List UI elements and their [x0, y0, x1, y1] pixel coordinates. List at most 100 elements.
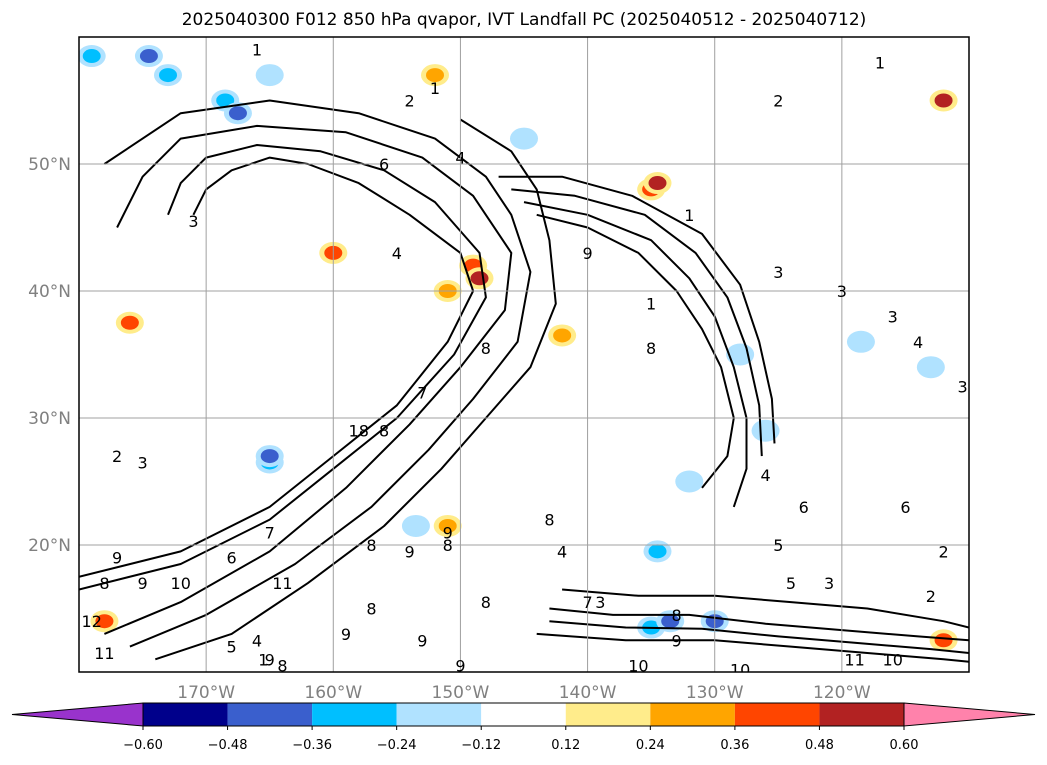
map-frame: [78, 36, 970, 673]
contour-label-36: 9: [112, 549, 122, 568]
contour-label-24: 4: [760, 466, 770, 485]
contour-label-5: 6: [379, 155, 389, 174]
colorbar-segment-2: [312, 703, 397, 726]
contour-label-12: 1: [646, 295, 656, 314]
contour-label-16: 8: [481, 339, 491, 358]
contour-label-20: 8: [379, 422, 389, 441]
shaded-region-22: [260, 449, 279, 464]
contour-line-7: [511, 188, 763, 457]
contour-label-43: 3: [824, 574, 834, 593]
contour-label-57: 11: [94, 644, 114, 663]
contour-label-26: 6: [900, 498, 910, 517]
shaded-region-23: [680, 474, 699, 489]
colorbar-tick-label: −0.24: [377, 738, 417, 753]
contour-label-9: 9: [582, 244, 592, 263]
shaded-region-28: [661, 614, 680, 629]
contour-label-2: 1: [430, 79, 440, 98]
contour-label-44: 2: [926, 587, 936, 606]
contour-label-13: 3: [837, 282, 847, 301]
contour-label-47: 8: [366, 600, 376, 619]
shaded-region-3: [228, 106, 247, 121]
colorbar-tick-label: 0.24: [636, 738, 665, 753]
shaded-region-4: [82, 49, 101, 64]
contour-label-14: 3: [888, 307, 898, 326]
contour-label-8: 4: [392, 244, 402, 263]
contour-label-3: 1: [875, 53, 885, 72]
colorbar-segment-4: [481, 703, 566, 726]
shaded-region-30: [95, 614, 114, 629]
shaded-region-6: [426, 68, 444, 83]
colorbar-segment-5: [565, 703, 651, 726]
contour-label-54: 4: [252, 631, 262, 650]
shaded-region-2: [216, 93, 235, 108]
shaded-region-18: [851, 334, 870, 349]
colorbar-extend-high: [903, 702, 1036, 727]
contour-label-60: 9: [455, 657, 465, 676]
contour-label-39: 9: [137, 574, 147, 593]
colorbar-tick-label: −0.36: [292, 738, 332, 753]
contour-label-29: 8: [366, 536, 376, 555]
contour-line-9: [549, 607, 969, 642]
lat-tick-label: 40°N: [28, 282, 71, 302]
contour-line-10: [549, 620, 969, 654]
colorbar-tick-label: −0.48: [208, 738, 248, 753]
contour-label-6: 4: [455, 149, 465, 168]
contour-label-64: 10: [883, 650, 903, 669]
contour-label-30: 9: [404, 542, 414, 561]
contour-label-7: 3: [188, 212, 198, 231]
lat-tick-label: 30°N: [28, 409, 71, 429]
chart-title: 2025040300 F012 850 hPa qvapor, IVT Land…: [182, 10, 867, 30]
contour-label-52: 9: [417, 631, 427, 650]
contour-label-51: 9: [341, 625, 351, 644]
contour-label-46: 8: [481, 593, 491, 612]
colorbar-segment-6: [650, 703, 735, 726]
contour-label-62: 10: [730, 660, 750, 679]
lon-tick-label: 130°W: [686, 683, 744, 703]
lat-tick-label: 20°N: [28, 536, 71, 556]
shaded-region-10: [934, 93, 953, 108]
contour-label-58: 9: [265, 650, 275, 669]
contour-label-63: 11: [844, 650, 864, 669]
shaded-region-7: [515, 131, 533, 146]
contour-label-35: 2: [938, 542, 948, 561]
shaded-region-17: [731, 347, 750, 362]
colorbar-tick-label: 0.36: [720, 738, 749, 753]
shaded-region-5: [260, 68, 279, 83]
shaded-region-9: [648, 176, 667, 191]
lon-tick-label: 140°W: [559, 683, 617, 703]
contour-label-1: 2: [404, 92, 414, 111]
contour-label-18: 3: [958, 377, 968, 396]
contour-label-28: 7: [265, 523, 275, 542]
contour-label-4: 2: [773, 92, 783, 111]
lon-tick-label: 160°W: [304, 683, 362, 703]
contour-label-10: 1: [684, 206, 694, 225]
contour-label-59: 8: [277, 657, 287, 676]
contour-label-23: 3: [137, 453, 147, 472]
lon-tick-label: 150°W: [432, 683, 490, 703]
shaded-region-15: [120, 315, 139, 330]
contour-label-17: 8: [646, 339, 656, 358]
contour-label-56: 1: [258, 650, 268, 669]
contour-label-0: 1: [252, 41, 262, 60]
contour-label-42: 5: [786, 574, 796, 593]
contour-label-49: 12: [82, 612, 102, 631]
shaded-region-1: [139, 49, 158, 64]
shaded-region-19: [921, 360, 940, 375]
colorbar-segment-7: [734, 703, 820, 726]
colorbar-tick-label: 0.48: [805, 738, 834, 753]
contour-label-32: 9: [443, 523, 453, 542]
contour-label-34: 5: [773, 536, 783, 555]
contour-label-37: 6: [226, 549, 236, 568]
contour-label-53: 9: [671, 631, 681, 650]
contour-label-41: 11: [272, 574, 292, 593]
colorbar: −0.60 −0.48 −0.36 −0.24 −0.12 0.12 0.24 0.36 0.4…: [11, 702, 1036, 753]
colorbar-extend-low: [11, 702, 144, 727]
contour-label-48: 3: [595, 593, 605, 612]
lon-tick-label: 170°W: [177, 683, 235, 703]
colorbar-segment-8: [819, 703, 904, 726]
contour-label-61: 10: [628, 657, 648, 676]
colorbar-tick-label: 0.60: [890, 738, 919, 753]
contour-line-4: [154, 118, 557, 661]
